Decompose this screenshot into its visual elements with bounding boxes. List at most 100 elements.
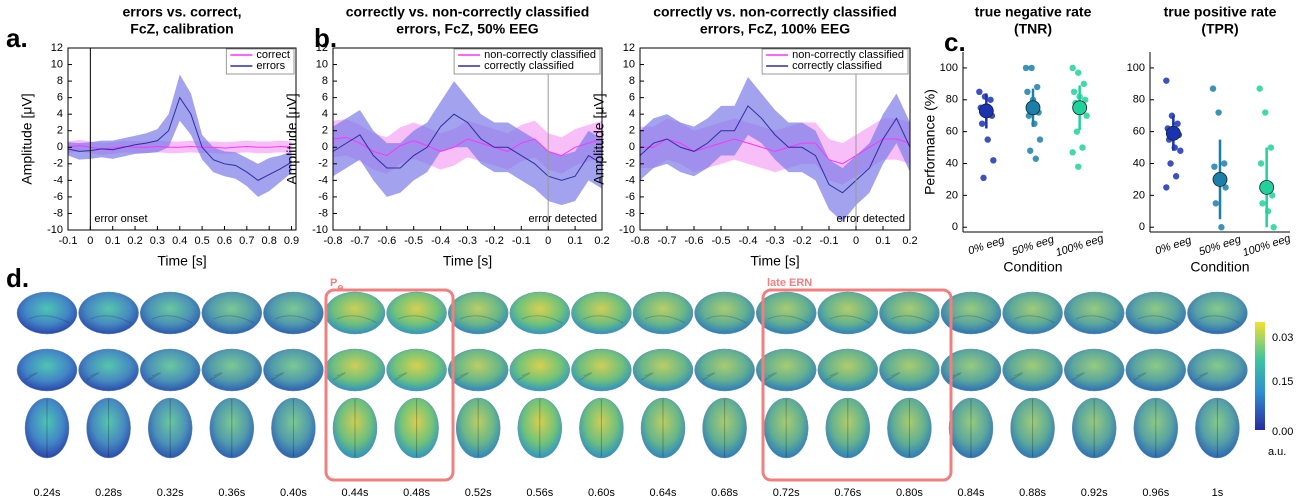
brain-lateral <box>694 291 755 335</box>
x-tick-label: -0.7 <box>350 235 369 247</box>
x-tick-label: 0.1 <box>567 235 582 247</box>
y-tick-label: 10 <box>623 58 635 70</box>
brain-lateral <box>632 348 694 392</box>
brain-sulcus <box>644 315 686 324</box>
error-band <box>333 81 602 206</box>
y-tick-label: -6 <box>625 191 635 203</box>
panel-label: b. <box>314 23 337 53</box>
x-tick-label: 0 <box>545 235 551 247</box>
line <box>68 145 292 150</box>
brain-lateral <box>509 291 571 335</box>
y-tick-label: 0 <box>629 141 635 153</box>
brain-lateral <box>447 348 509 392</box>
brain-sulcus <box>86 372 100 381</box>
x-tick-label: -0.1 <box>59 235 78 247</box>
brain-top <box>271 397 316 459</box>
time-label: 0.84s <box>958 487 985 499</box>
data-point <box>976 88 983 96</box>
brain-lateral <box>1063 348 1125 392</box>
data-point <box>1256 85 1263 92</box>
highlight-label: Pe <box>330 277 343 294</box>
highlight-box <box>761 288 953 482</box>
x-tick-label: 0.3 <box>150 235 165 247</box>
brain-sulcus <box>24 372 38 381</box>
panel-label: c. <box>944 27 966 57</box>
y-tick-label: 12 <box>51 42 63 54</box>
colorbar-tick-label: 0.00 <box>1272 426 1293 438</box>
y-tick-label: 4 <box>322 108 328 120</box>
data-point <box>984 136 991 143</box>
brain-lateral <box>139 348 201 392</box>
y-tick-label: 0 <box>1139 221 1145 233</box>
y-tick-label: 20 <box>1133 189 1145 201</box>
data-point <box>1172 173 1180 180</box>
y-tick-label: 6 <box>322 92 328 104</box>
brain-top <box>825 397 871 459</box>
y-tick-label: 2 <box>322 125 328 137</box>
brain-lateral <box>201 348 263 392</box>
brain-lateral <box>1063 291 1125 335</box>
chart-title: FcZ, calibration <box>130 21 233 37</box>
label-main: late ERN <box>767 277 812 289</box>
x-axis-label: Condition <box>1190 259 1249 275</box>
y-tick-label: -6 <box>53 191 63 203</box>
brain-top <box>887 397 932 459</box>
chart-title: correctly vs. non-correctly classified <box>346 4 590 20</box>
time-label: 0.48s <box>403 487 430 499</box>
brain-top <box>702 397 747 459</box>
brain-lateral <box>632 291 694 335</box>
x-tick-label: -0.1 <box>512 235 531 247</box>
brain-sulcus <box>887 372 900 381</box>
data-point <box>1267 144 1275 151</box>
time-label: 0.88s <box>1019 487 1046 499</box>
brain-sulcus <box>147 372 161 381</box>
x-tick-label: -0.2 <box>485 235 504 247</box>
legend-box <box>453 48 601 75</box>
data-point <box>1034 83 1041 91</box>
time-label: 0.92s <box>1081 487 1108 499</box>
data-point <box>1222 184 1229 191</box>
mean-marker <box>1259 179 1275 195</box>
y-tick-label: -2 <box>625 158 635 170</box>
x-tick-label: 100% eeg <box>1241 232 1293 259</box>
data-point <box>1221 160 1228 167</box>
time-label: 0.24s <box>34 487 61 499</box>
brain-sulcus <box>521 315 563 324</box>
data-point <box>1024 88 1031 96</box>
brain-top <box>394 397 439 459</box>
time-label: 0.76s <box>834 487 861 499</box>
brain-sulcus <box>1075 315 1117 324</box>
brain-sulcus <box>1010 372 1024 381</box>
legend-label: correctly classified <box>792 60 882 72</box>
data-point <box>1080 80 1088 88</box>
brain-lateral <box>879 348 940 392</box>
brain-sulcus <box>706 315 747 324</box>
y-tick-label: 40 <box>946 157 958 169</box>
brain-lateral <box>817 348 879 392</box>
x-tick-label: 0.1 <box>105 235 120 247</box>
brain-top <box>1133 397 1179 459</box>
data-point <box>978 120 986 127</box>
brain-sulcus <box>271 372 284 381</box>
colorbar-unit: a.u. <box>1268 446 1286 458</box>
data-point <box>1069 64 1076 72</box>
data-point <box>1082 96 1089 103</box>
brain-top <box>517 397 563 459</box>
y-tick-label: 20 <box>946 189 958 201</box>
data-point <box>980 174 987 182</box>
data-point <box>1174 120 1181 127</box>
line <box>333 113 602 181</box>
brain-lateral <box>1002 291 1063 335</box>
brain-lateral <box>1002 348 1063 392</box>
x-tick-label: 0.2 <box>594 235 609 247</box>
time-label: 0.56s <box>526 487 553 499</box>
brain-sulcus <box>209 372 223 381</box>
brain-lateral <box>694 348 755 392</box>
brain-sulcus <box>952 315 994 324</box>
x-tick-label: 0.5 <box>194 235 209 247</box>
x-tick-label: 0.7 <box>239 235 254 247</box>
y-tick-label: 10 <box>316 58 328 70</box>
